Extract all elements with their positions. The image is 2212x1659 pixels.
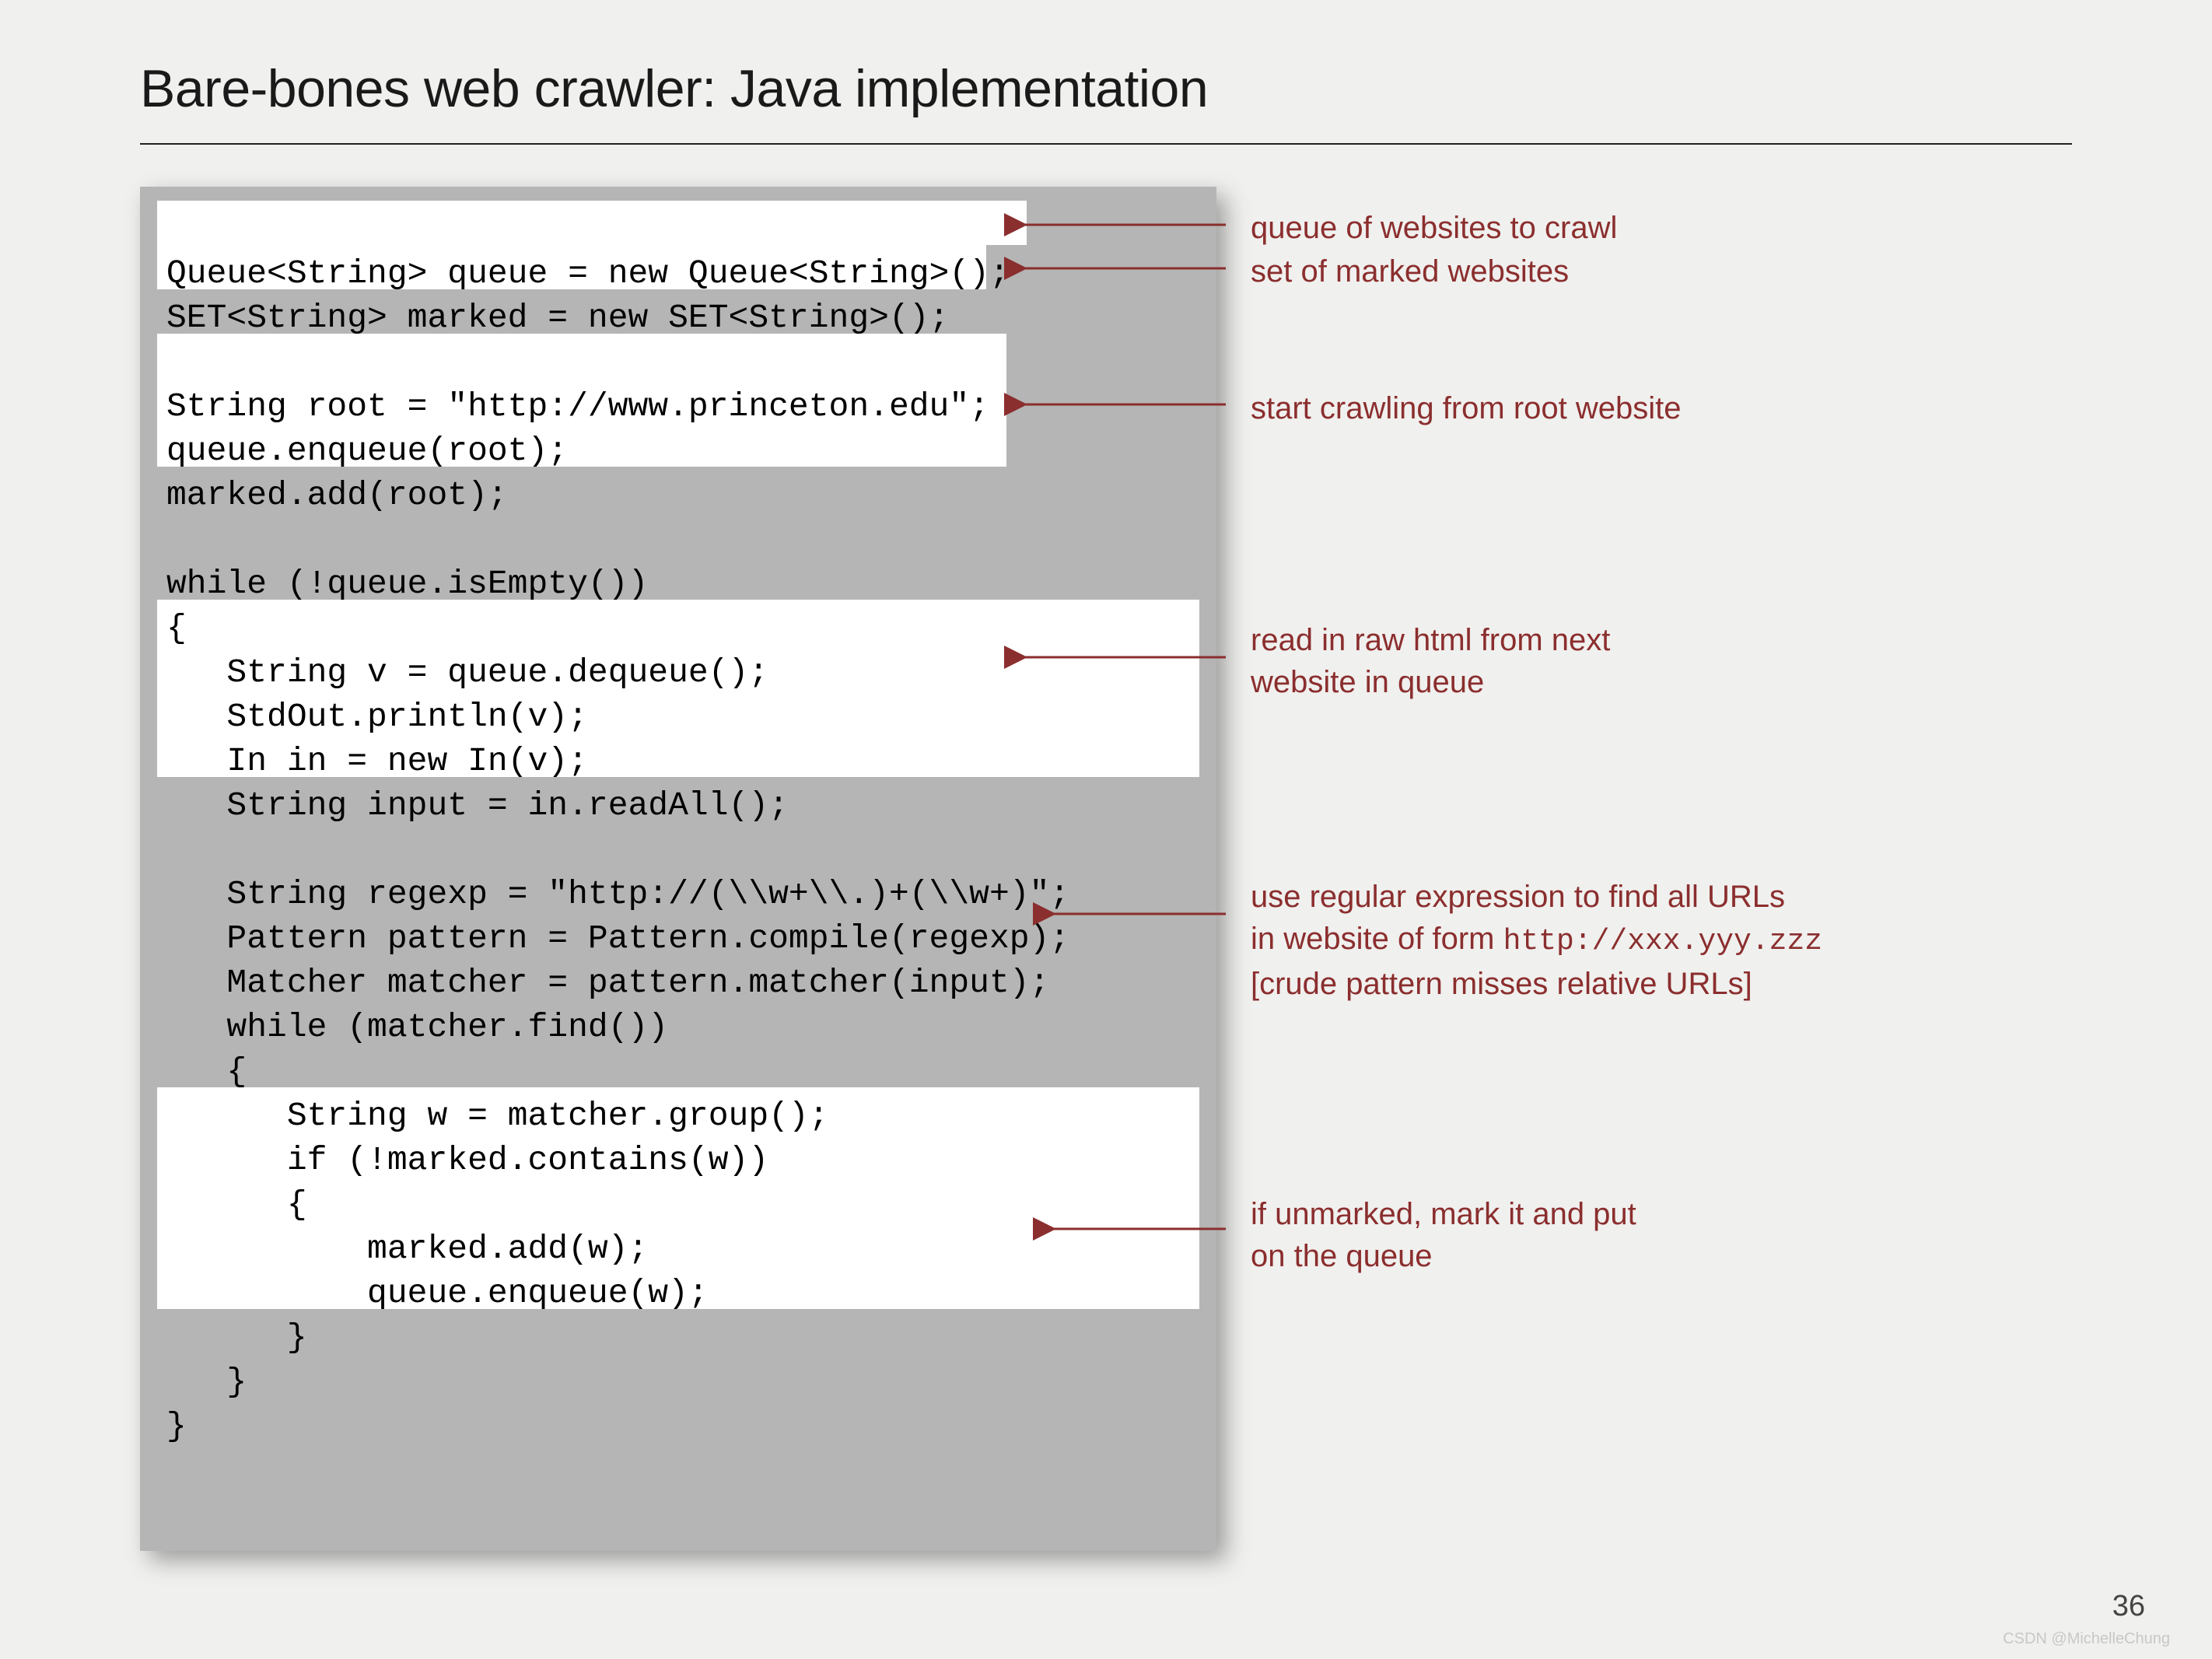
annotation: set of marked websites [1251, 250, 1569, 292]
arrow-icon [0, 0, 2212, 1659]
watermark: CSDN @MichelleChung [2003, 1630, 2170, 1648]
annotation-line: [crude pattern misses relative URLs] [1251, 967, 1752, 1001]
annotation-line: website in queue [1251, 665, 1484, 699]
annotation-line: use regular expression to find all URLs [1251, 880, 1785, 914]
annotation: if unmarked, mark it and put on the queu… [1251, 1193, 1636, 1277]
slide: Bare-bones web crawler: Java implementat… [0, 0, 2212, 1659]
annotation: start crawling from root website [1251, 387, 1682, 429]
annotation-line: in website of form [1251, 922, 1503, 956]
annotation: queue of websites to crawl [1251, 207, 1617, 249]
annotation: use regular expression to find all URLs … [1251, 876, 1822, 1005]
annotation-line: read in raw html from next [1251, 623, 1610, 657]
annotation-line: on the queue [1251, 1239, 1433, 1273]
annotation-mono: http://xxx.yyy.zzz [1503, 925, 1822, 958]
page-number: 36 [2112, 1590, 2145, 1623]
annotation: read in raw html from next website in qu… [1251, 619, 1610, 703]
annotation-line: if unmarked, mark it and put [1251, 1197, 1636, 1231]
